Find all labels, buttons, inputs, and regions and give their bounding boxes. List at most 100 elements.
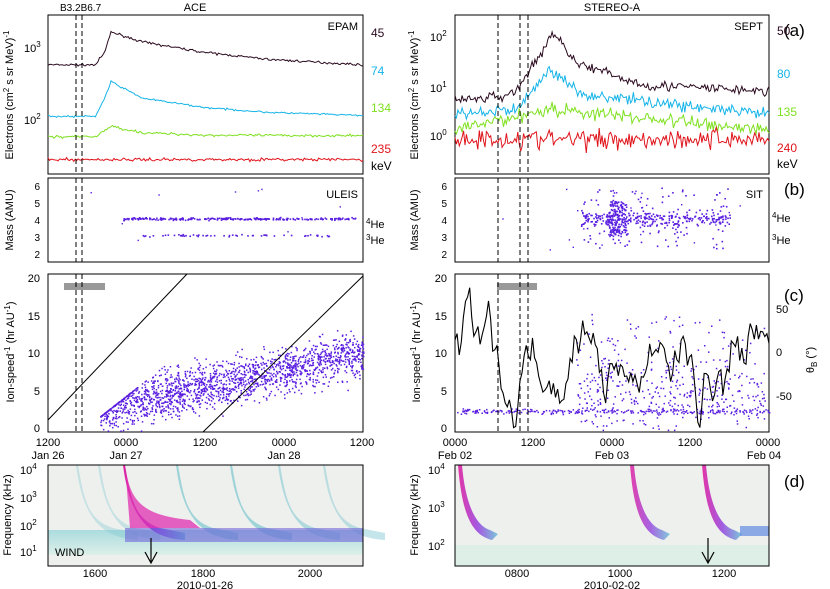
data-point [625,391,627,394]
data-point [711,217,714,220]
data-point [284,358,287,360]
data-point [112,426,114,429]
data-point [356,355,358,357]
y-axis-label: Ion-speed-1 (hr AU-1) [3,301,17,402]
data-point [353,352,355,354]
data-point [724,225,727,227]
data-point [234,386,237,388]
series-line-235 [47,156,364,163]
data-point [655,214,658,216]
data-point [209,384,211,386]
data-point [704,345,706,347]
data-point [224,376,226,378]
data-point [231,234,234,236]
data-point [261,368,263,371]
data-point [628,371,631,374]
data-point [616,205,619,207]
data-point [312,359,314,361]
data-point [562,413,565,416]
data-point [315,382,318,384]
data-point [604,408,607,411]
data-point [612,411,614,413]
tick-label: 10 [435,348,447,360]
date-label: Feb 03 [595,450,629,462]
data-point [201,371,204,374]
data-point [241,365,243,367]
data-point [745,349,747,352]
data-point [262,358,264,360]
data-point [685,195,687,197]
data-point [265,234,268,236]
data-point [337,356,339,359]
data-point [718,405,720,407]
data-point [625,224,627,227]
data-point [643,413,645,416]
data-point [621,220,623,222]
data-point [329,377,332,379]
data-point [135,397,138,399]
data-point [256,372,258,374]
data-point [685,411,687,413]
data-point [202,390,204,392]
data-point [117,410,119,412]
data-point [330,369,333,371]
tick-label: 15 [28,311,40,323]
data-point [262,383,265,385]
data-point [654,391,656,393]
data-point [236,217,239,220]
data-point [555,412,558,414]
data-point [107,410,109,412]
data-point [486,408,488,411]
data-point [596,391,599,393]
data-point [334,351,336,353]
data-point [675,425,677,427]
data-point [477,411,479,414]
data-point [640,217,642,219]
data-point [749,411,751,413]
data-point [741,339,744,341]
data-point [220,379,222,382]
data-point [636,215,639,218]
data-point [237,377,239,380]
data-point [286,219,288,221]
data-point [610,232,612,234]
data-point [699,411,702,413]
data-point [739,205,741,207]
data-point [142,406,144,408]
data-point [289,380,291,382]
data-point [718,387,720,389]
data-point [255,217,257,220]
data-point [675,215,677,218]
data-point [717,411,719,414]
data-point [181,404,184,406]
data-point [168,383,170,385]
data-point [136,389,139,391]
data-point [668,215,670,217]
data-point [308,374,310,376]
data-point [590,398,593,401]
data-point [616,213,619,216]
data-point [273,359,275,361]
data-point [266,372,269,374]
data-point [325,357,327,360]
data-point [295,381,297,384]
data-point [356,349,359,351]
data-point [144,381,146,383]
data-point [726,380,728,383]
data-point [184,399,186,401]
data-point [199,406,201,409]
data-point [217,393,220,395]
data-point [579,397,581,399]
data-point [320,370,322,373]
panel-b-left: ULEIS 6 5 4 3 2 Mass (AMU) 4He 3He [4,177,385,263]
data-point [202,382,205,385]
data-point [674,403,676,405]
data-point [277,349,279,352]
data-point [611,234,613,236]
data-point [154,396,157,398]
data-point [651,207,654,210]
data-point [253,383,255,386]
data-point [145,388,147,391]
data-point [282,365,285,367]
data-point [150,401,152,403]
